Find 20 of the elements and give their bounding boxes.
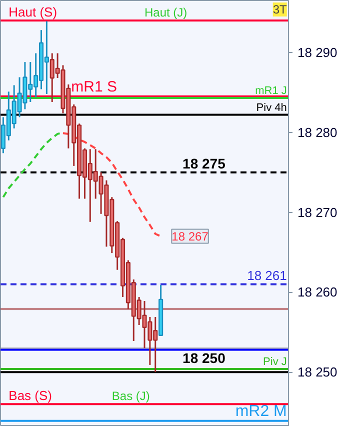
- y-tick-label: 18 260: [298, 284, 338, 300]
- ref-line-label: mR1 J: [255, 85, 287, 98]
- line-series: [62, 132, 162, 238]
- y-tick-label: 18 250: [298, 364, 338, 380]
- annotation: Haut (J): [144, 5, 188, 20]
- ref-line-label: 18 261: [247, 268, 287, 284]
- annotation: 18 267: [172, 229, 209, 244]
- ref-line-label: Piv J: [263, 356, 287, 368]
- y-tick-label: 18 270: [298, 204, 338, 220]
- ref-line-label: Bas (S): [8, 388, 52, 404]
- annotation: 3T: [272, 2, 288, 16]
- ref-line-label: Piv 4h: [256, 102, 287, 114]
- y-tick-label: 18 280: [298, 124, 338, 140]
- y-tick-label: 18 290: [298, 44, 338, 60]
- ref-line-label: mR2 M: [235, 402, 287, 420]
- ref-line-label: 18 250: [182, 350, 226, 366]
- ref-line-label: 18 275: [182, 155, 226, 172]
- ref-line-label: mR1 S: [71, 78, 117, 96]
- ref-line-label: Haut (S): [8, 4, 58, 20]
- annotation: Bas (J): [112, 389, 150, 404]
